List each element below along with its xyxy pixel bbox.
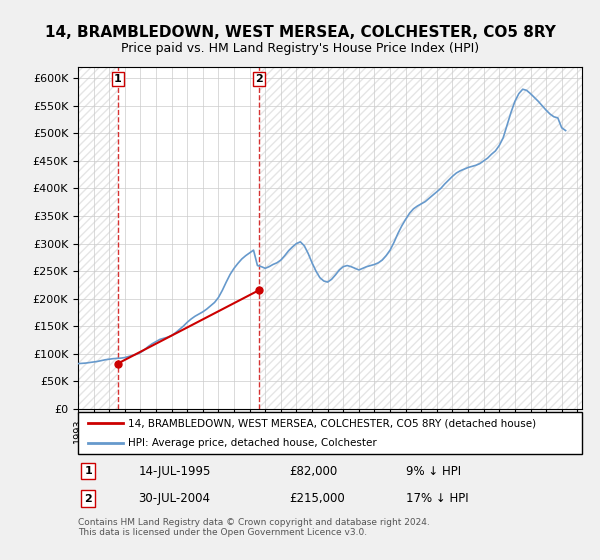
Text: 30-JUL-2004: 30-JUL-2004: [139, 492, 211, 505]
Text: 14, BRAMBLEDOWN, WEST MERSEA, COLCHESTER, CO5 8RY: 14, BRAMBLEDOWN, WEST MERSEA, COLCHESTER…: [44, 25, 556, 40]
Text: HPI: Average price, detached house, Colchester: HPI: Average price, detached house, Colc…: [128, 438, 377, 448]
Text: £215,000: £215,000: [290, 492, 346, 505]
Text: £82,000: £82,000: [290, 465, 338, 478]
Text: 14, BRAMBLEDOWN, WEST MERSEA, COLCHESTER, CO5 8RY (detached house): 14, BRAMBLEDOWN, WEST MERSEA, COLCHESTER…: [128, 418, 536, 428]
Text: 1: 1: [114, 74, 122, 84]
Point: [113, 359, 122, 368]
Text: 9% ↓ HPI: 9% ↓ HPI: [406, 465, 461, 478]
Text: 17% ↓ HPI: 17% ↓ HPI: [406, 492, 468, 505]
Text: 1: 1: [84, 466, 92, 476]
Text: Price paid vs. HM Land Registry's House Price Index (HPI): Price paid vs. HM Land Registry's House …: [121, 42, 479, 55]
Text: Contains HM Land Registry data © Crown copyright and database right 2024.
This d: Contains HM Land Registry data © Crown c…: [78, 518, 430, 538]
FancyBboxPatch shape: [78, 412, 582, 454]
Point: [254, 286, 263, 295]
Text: 2: 2: [255, 74, 263, 84]
Text: 14-JUL-1995: 14-JUL-1995: [139, 465, 211, 478]
Text: 2: 2: [84, 494, 92, 504]
